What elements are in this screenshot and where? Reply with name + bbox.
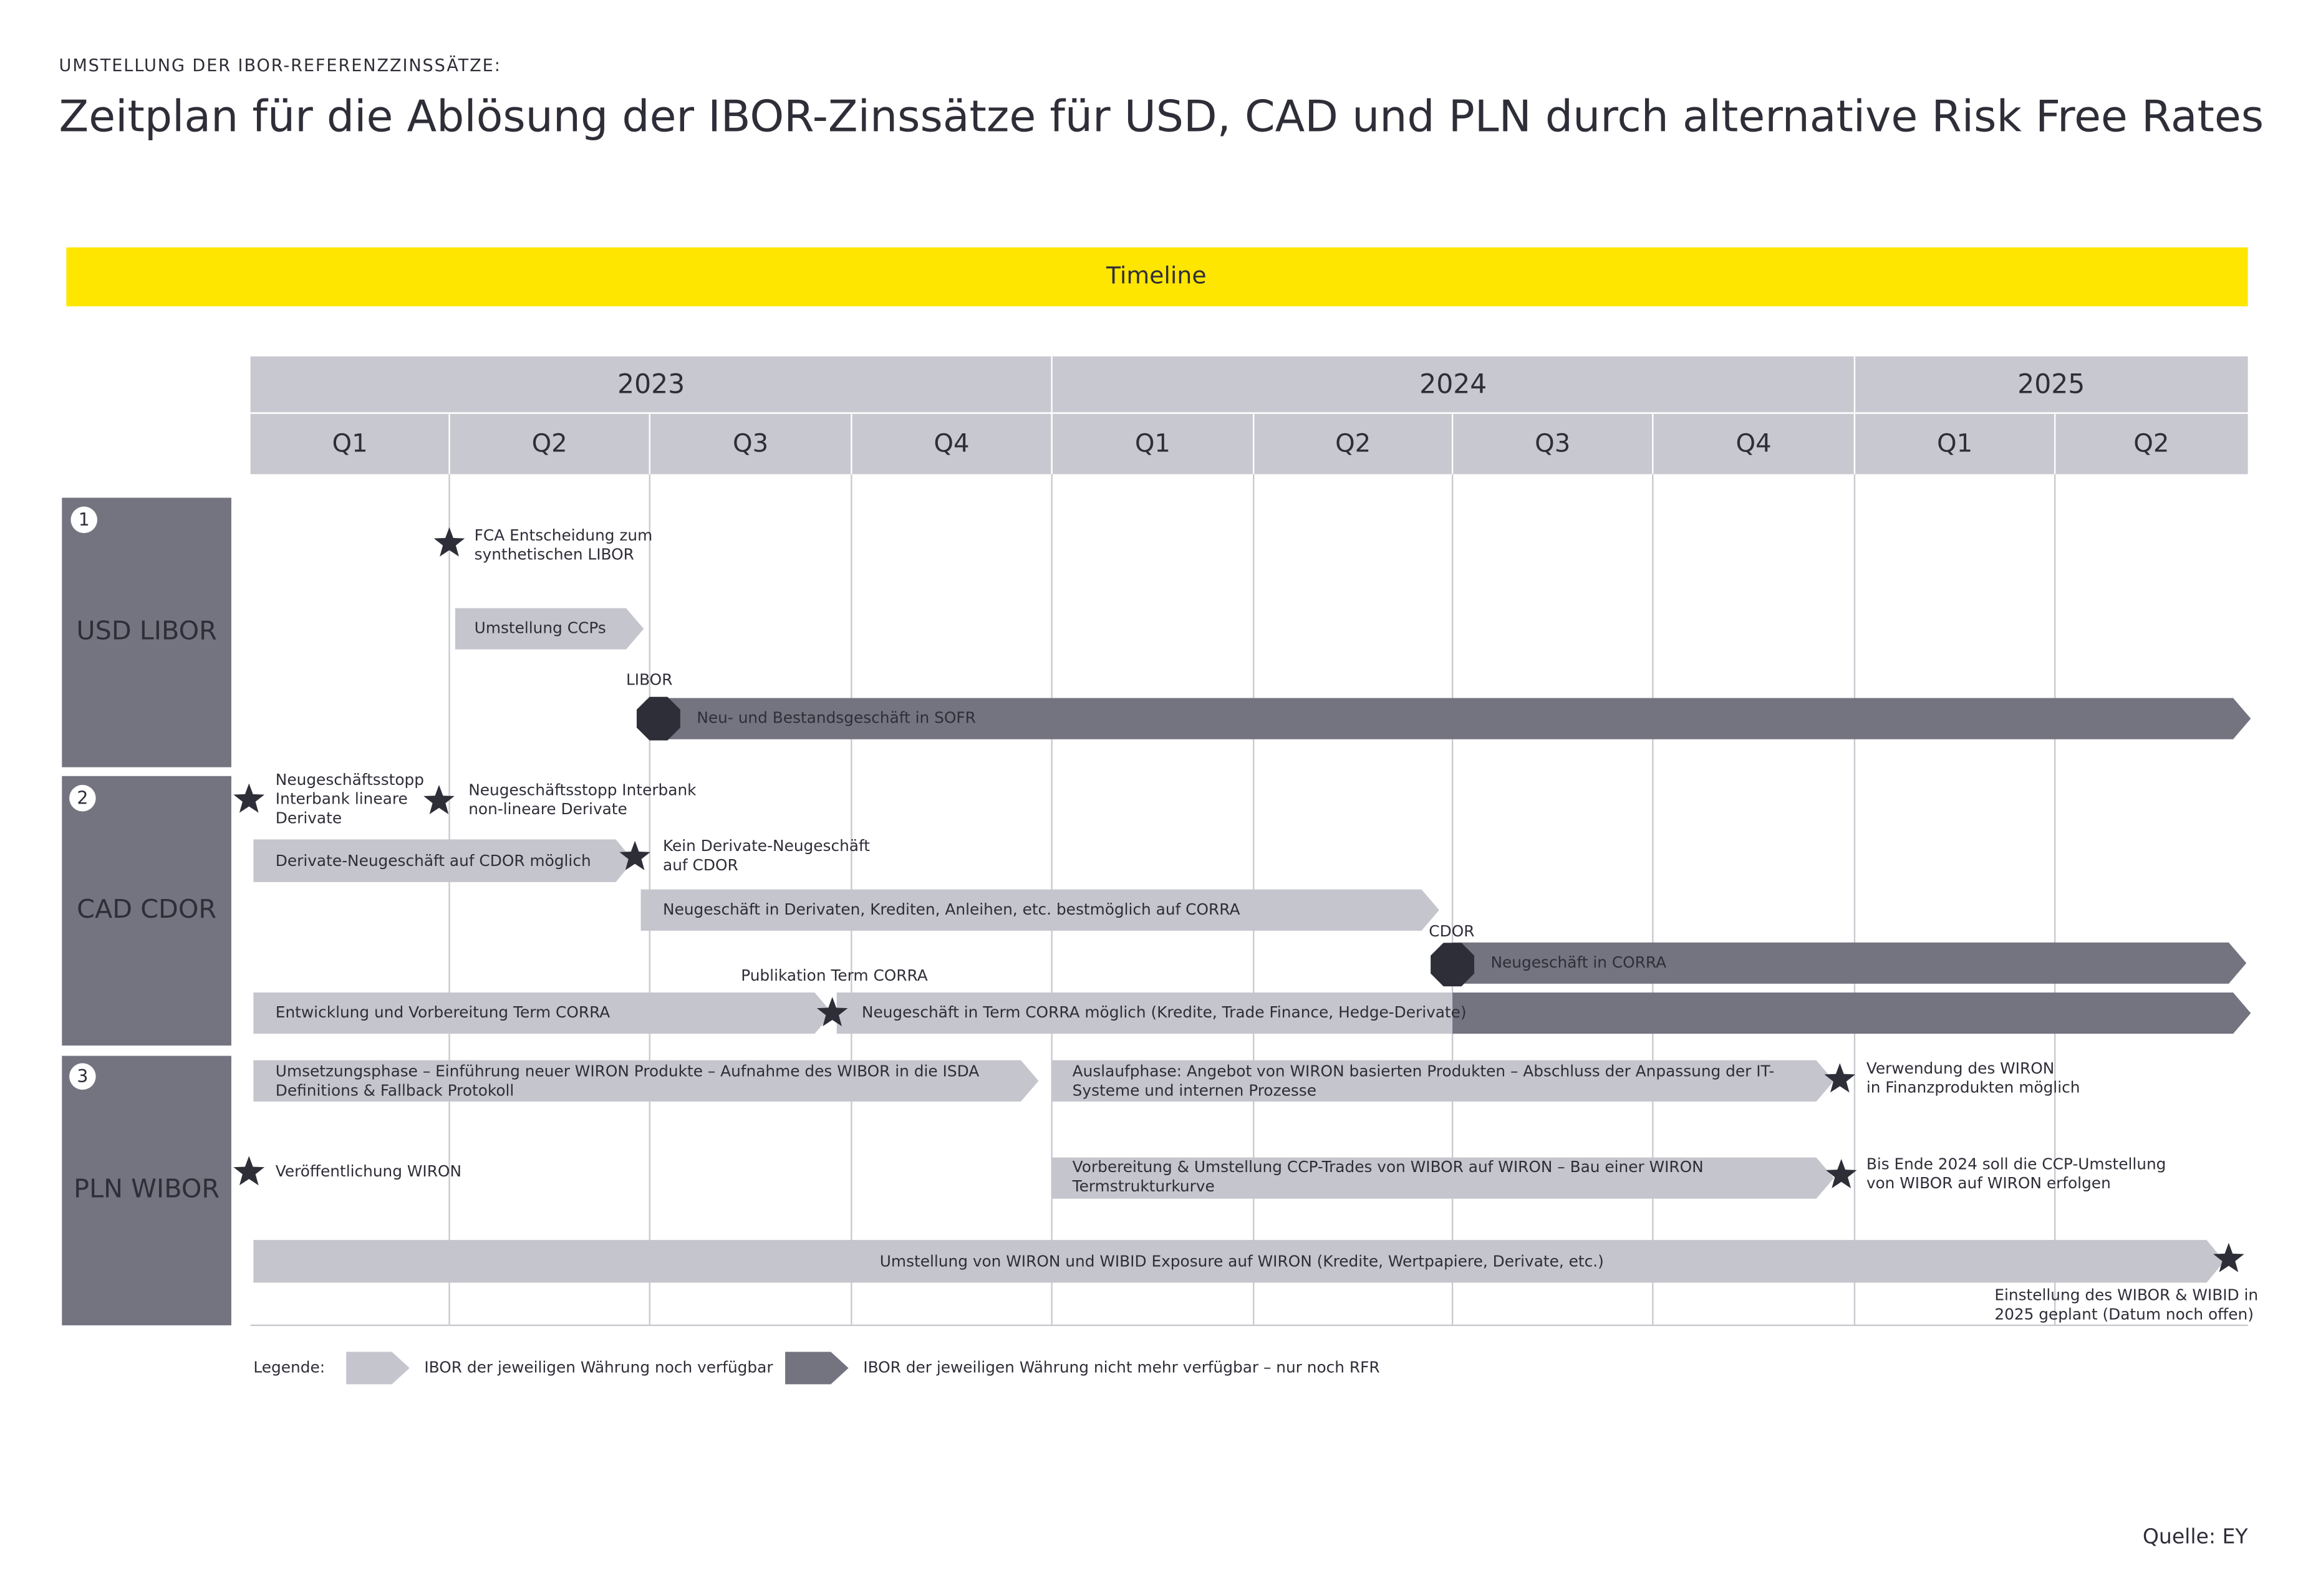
annotation: in Finanzprodukten möglich (1866, 1079, 2080, 1097)
phase-arrow (1452, 942, 2247, 984)
milestone-star (233, 783, 265, 813)
quarter-label: Q1 (1135, 429, 1171, 458)
quarter-label: Q1 (332, 429, 368, 458)
phase-text: Neu- und Bestandsgeschäft in SOFR (697, 709, 975, 727)
annotation: FCA Entscheidung zum (475, 526, 653, 544)
timeline-bar (66, 247, 2248, 307)
phase-arrow (1051, 1157, 1834, 1199)
annotation: von WIBOR auf WIRON erfolgen (1866, 1174, 2111, 1192)
milestone-star (433, 527, 465, 557)
milestone-star (423, 784, 455, 814)
title: Zeitplan für die Ablösung der IBOR-Zinss… (59, 91, 2264, 142)
annotation: Neugeschäftsstopp Interbank (468, 781, 697, 799)
phase-arrow (253, 993, 833, 1034)
legend-title: Legende: (253, 1358, 325, 1376)
stop-sign (1431, 943, 1475, 987)
phase-arrow (836, 993, 1474, 1034)
milestone-star (2213, 1243, 2244, 1272)
phase-text: Neugeschäft in CORRA (1490, 953, 1666, 971)
milestone-star (1824, 1063, 1856, 1093)
phase-arrow (1051, 1060, 1834, 1102)
source: Quelle: EY (2143, 1524, 2249, 1548)
legend-swatch (785, 1352, 849, 1385)
annotation: Interbank lineare (276, 790, 408, 808)
annotation: synthetischen LIBOR (475, 545, 634, 563)
quarter-label: Q2 (532, 429, 567, 458)
year-label: 2025 (2017, 369, 2085, 400)
legend-text: IBOR der jeweiligen Währung nicht mehr v… (863, 1358, 1379, 1376)
row-number: 2 (77, 787, 88, 808)
phase-text: Entwicklung und Vorbereitung Term CORRA (276, 1003, 611, 1021)
quarter-row (250, 413, 2248, 474)
stop-text: STOP (637, 710, 679, 726)
milestone-star (233, 1156, 265, 1186)
annotation: Bis Ende 2024 soll die CCP-Umstellung (1866, 1155, 2166, 1173)
quarter-label: Q2 (1335, 429, 1371, 458)
row-number-circle (70, 506, 97, 534)
row-number: 3 (77, 1066, 88, 1087)
row-label-box (62, 776, 231, 1046)
phase-arrow (455, 608, 644, 650)
year-label: 2024 (1419, 369, 1487, 400)
phase-text: Neugeschäft in Derivaten, Krediten, Anle… (663, 900, 1240, 918)
stop-text: STOP (1432, 956, 1474, 973)
quarter-label: Q3 (733, 429, 768, 458)
quarter-label: Q4 (1736, 429, 1772, 458)
row-label-box (62, 498, 231, 767)
phase-text: Termstrukturkurve (1072, 1177, 1215, 1195)
annotation: Verwendung des WIRON (1866, 1059, 2054, 1077)
phase-text: Derivate-Neugeschäft auf CDOR möglich (276, 852, 591, 870)
phase-text: Umstellung von WIRON und WIBID Exposure … (880, 1252, 1604, 1270)
row-label: PLN WIBOR (74, 1174, 220, 1204)
annotation: auf CDOR (663, 856, 738, 874)
phase-arrow (658, 698, 2251, 739)
phase-arrow (253, 839, 634, 882)
annotation: Neugeschäftsstopp (276, 771, 424, 789)
phase-text: Neugeschäft in Term CORRA möglich (Kredi… (862, 1003, 1467, 1021)
phase-text: Auslaufphase: Angebot von WIRON basierte… (1073, 1062, 1775, 1080)
phase-text: Systeme und internen Prozesse (1073, 1081, 1316, 1099)
phase-text: Definitions & Fallback Protokoll (276, 1081, 514, 1099)
timeline-label: Timeline (1106, 262, 1207, 289)
annotation: 2025 geplant (Datum noch offen) (1994, 1305, 2254, 1323)
legend-swatch (346, 1352, 410, 1385)
phase-arrow (253, 1239, 2224, 1283)
row-number-circle (69, 784, 96, 812)
legend-text: IBOR der jeweiligen Währung noch verfügb… (424, 1358, 773, 1376)
annotation: Veröffentlichung WIRON (276, 1162, 461, 1180)
annotation: Derivate (276, 809, 342, 827)
stop-sign (636, 696, 680, 741)
phase-arrow (640, 889, 1439, 931)
quarter-label: Q4 (934, 429, 969, 458)
year-label: 2023 (617, 369, 685, 400)
milestone-star (816, 997, 848, 1027)
annotation: non-lineare Derivate (468, 800, 627, 818)
milestone-star (1825, 1158, 1857, 1188)
phase-arrow (1452, 993, 2251, 1034)
annotation: Kein Derivate-Neugeschäft (663, 837, 870, 855)
phase-text: Umstellung CCPs (475, 619, 606, 637)
row-number: 1 (79, 509, 90, 530)
milestone-star (619, 840, 650, 870)
phase-text: Umsetzungsphase – Einführung neuer WIRON… (276, 1062, 979, 1080)
row-label: USD LIBOR (76, 616, 217, 646)
annotation: Einstellung des WIBOR & WIBID in (1994, 1286, 2258, 1304)
annotation: CDOR (1429, 922, 1474, 940)
annotation: LIBOR (626, 670, 672, 688)
row-label: CAD CDOR (77, 894, 216, 924)
quarter-label: Q1 (1937, 429, 1972, 458)
kicker: UMSTELLUNG DER IBOR-REFERENZZINSSÄTZE: (59, 55, 501, 75)
year-row (250, 356, 2248, 413)
phase-text: Vorbereitung & Umstellung CCP-Trades von… (1073, 1158, 1704, 1176)
row-label-box (62, 1055, 231, 1325)
quarter-label: Q2 (2133, 429, 2169, 458)
quarter-label: Q3 (1535, 429, 1570, 458)
row-number-circle (69, 1063, 96, 1090)
phase-arrow (253, 1060, 1039, 1102)
annotation: Publikation Term CORRA (741, 966, 928, 984)
